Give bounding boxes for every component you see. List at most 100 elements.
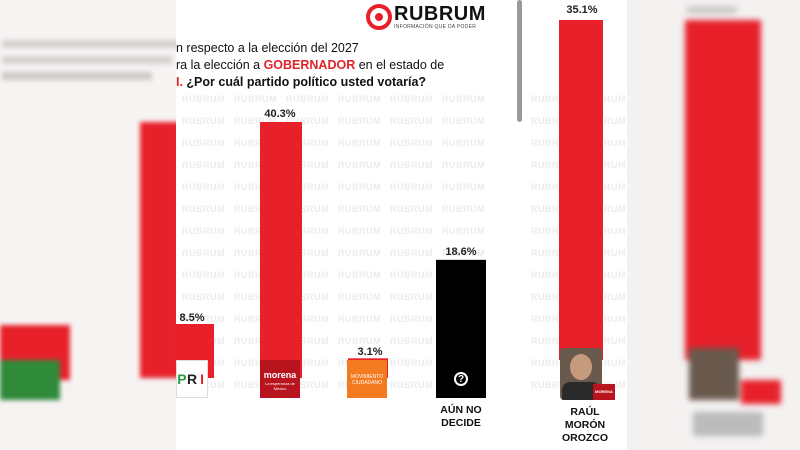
pri-letter-p: P: [177, 371, 187, 387]
watermark-text: RUBRUM: [234, 248, 277, 258]
watermark-text: RUBRUM: [338, 270, 381, 280]
watermark-text: RUBRUM: [442, 138, 485, 148]
watermark-text: RUBRUM: [182, 292, 225, 302]
watermark-text: RUBRUM: [531, 248, 574, 258]
rubrum-logo-icon: [366, 4, 392, 30]
watermark-text: RUBRUM: [286, 380, 329, 390]
watermark-text: RUBRUM: [531, 270, 574, 280]
watermark-text: RUBRUM: [182, 314, 225, 324]
watermark-text: RUBRUM: [286, 182, 329, 192]
watermark-text: RUBRUM: [182, 226, 225, 236]
watermark-text: RUBRUM: [531, 160, 574, 170]
watermark-text: RUBRUM: [234, 138, 277, 148]
watermark-text: RUBRUM: [531, 380, 574, 390]
watermark-text: RUBRUM: [286, 248, 329, 258]
morena-logo-word: morena: [263, 370, 297, 380]
watermark-text: RUBRUM: [234, 358, 277, 368]
candidate-photo: [560, 348, 602, 400]
watermark-text: RUBRUM: [182, 182, 225, 192]
watermark-text: RUBRUM: [338, 160, 381, 170]
watermark-text: RUBRUM: [286, 138, 329, 148]
watermark-text: RUBRUM: [286, 116, 329, 126]
watermark-text: RUBRUM: [182, 138, 225, 148]
watermark-text: RUBRUM: [182, 116, 225, 126]
watermark-text: RUBRUM: [286, 314, 329, 324]
watermark-text: RUBRUM: [531, 314, 574, 324]
watermark-text: RUBRUM: [442, 248, 485, 258]
question-highlight-state: I.: [176, 75, 183, 89]
candidate-body: [562, 382, 600, 400]
blurred-question-text-3: [2, 72, 152, 80]
undecided-label-line-2: DECIDE: [441, 417, 481, 429]
candidate-name-line-2: MORÓN: [564, 419, 606, 431]
blurred-badge-right: [741, 380, 781, 404]
scrollbar-thumb[interactable]: [517, 0, 522, 122]
watermark-text: RUBRUM: [583, 138, 626, 148]
watermark-text: RUBRUM: [442, 182, 485, 192]
value-label-mc: 3.1%: [357, 346, 383, 358]
watermark-text: RUBRUM: [390, 336, 433, 346]
watermark-text: RUBRUM: [286, 336, 329, 346]
scrollbar-track[interactable]: [512, 0, 527, 450]
watermark-text: RUBRUM: [390, 160, 433, 170]
value-label-pri: 8.5%: [179, 312, 205, 324]
blurred-logo-left: [0, 360, 60, 400]
watermark-text: RUBRUM: [583, 160, 626, 170]
question-line-3: ¿Por cuál partido político usted votaría…: [182, 75, 427, 89]
movimiento-ciudadano-logo-icon: MOVIMIENTO CIUDADANO: [347, 360, 387, 398]
infographic-panel: RUBRUM INFORMACIÓN QUE DA PODER n respec…: [176, 0, 512, 450]
candidate-face: [570, 354, 592, 380]
watermark-text: RUBRUM: [234, 380, 277, 390]
brand-name: RUBRUM: [394, 3, 486, 25]
watermark-text: RUBRUM: [234, 270, 277, 280]
watermark-text: RUBRUM: [234, 94, 277, 104]
rubrum-logo: RUBRUM INFORMACIÓN QUE DA PODER: [366, 4, 486, 30]
blurred-background-right: [627, 0, 800, 450]
watermark-text: RUBRUM: [182, 204, 225, 214]
blurred-background-left: [0, 0, 176, 450]
watermark-text: RUBRUM: [531, 292, 574, 302]
watermark-text: RUBRUM: [234, 116, 277, 126]
watermark-text: RUBRUM: [583, 314, 626, 324]
question-highlight-gobernador: GOBERNADOR: [263, 58, 356, 72]
watermark-text: RUBRUM: [583, 204, 626, 214]
watermark-text: RUBRUM: [531, 116, 574, 126]
question-line-2a: ra la elección a: [176, 58, 264, 72]
undecided-label-line-1: AÚN NO: [440, 404, 482, 416]
category-label-undecided: AÚN NO DECIDE: [426, 404, 496, 430]
morena-logo-slogan: La esperanza de México: [265, 381, 295, 391]
watermark-text: RUBRUM: [442, 116, 485, 126]
watermark-text: RUBRUM: [583, 248, 626, 258]
bar-a-n-no-decide: [436, 259, 486, 378]
watermark-text: RUBRUM: [286, 94, 329, 104]
watermark-text: RUBRUM: [583, 94, 626, 104]
watermark-text: RUBRUM: [583, 336, 626, 346]
bar-morena: [260, 122, 302, 378]
blurred-bar-left: [140, 122, 176, 378]
watermark-text: RUBRUM: [531, 336, 574, 346]
watermark-text: RUBRUM: [338, 292, 381, 302]
watermark-text: RUBRUM: [531, 204, 574, 214]
watermark-text: RUBRUM: [531, 138, 574, 148]
watermark-text: RUBRUM: [338, 248, 381, 258]
blurred-question-text: [2, 40, 176, 48]
watermark-text: RUBRUM: [390, 270, 433, 280]
question-person-icon: ?: [454, 372, 468, 386]
watermark-text: RUBRUM: [234, 292, 277, 302]
watermark-text: RUBRUM: [531, 94, 574, 104]
value-label-morena: 40.3%: [264, 108, 296, 120]
watermark-text: RUBRUM: [286, 358, 329, 368]
blurred-value-right: [687, 6, 737, 14]
watermark-text: RUBRUM: [182, 94, 225, 104]
watermark-text: RUBRUM: [182, 248, 225, 258]
watermark-text: RUBRUM: [182, 160, 225, 170]
value-label-candidate: 35.1%: [566, 4, 598, 16]
pri-letter-i: I: [200, 371, 204, 387]
question-line-2b: en el estado de: [355, 58, 445, 72]
blurred-name-right: [693, 412, 763, 436]
watermark-text: RUBRUM: [390, 358, 433, 368]
pri-letter-r: R: [186, 371, 198, 387]
undecided-logo-icon: ?: [436, 360, 486, 398]
watermark-text: RUBRUM: [390, 292, 433, 302]
watermark-text: RUBRUM: [442, 94, 485, 104]
